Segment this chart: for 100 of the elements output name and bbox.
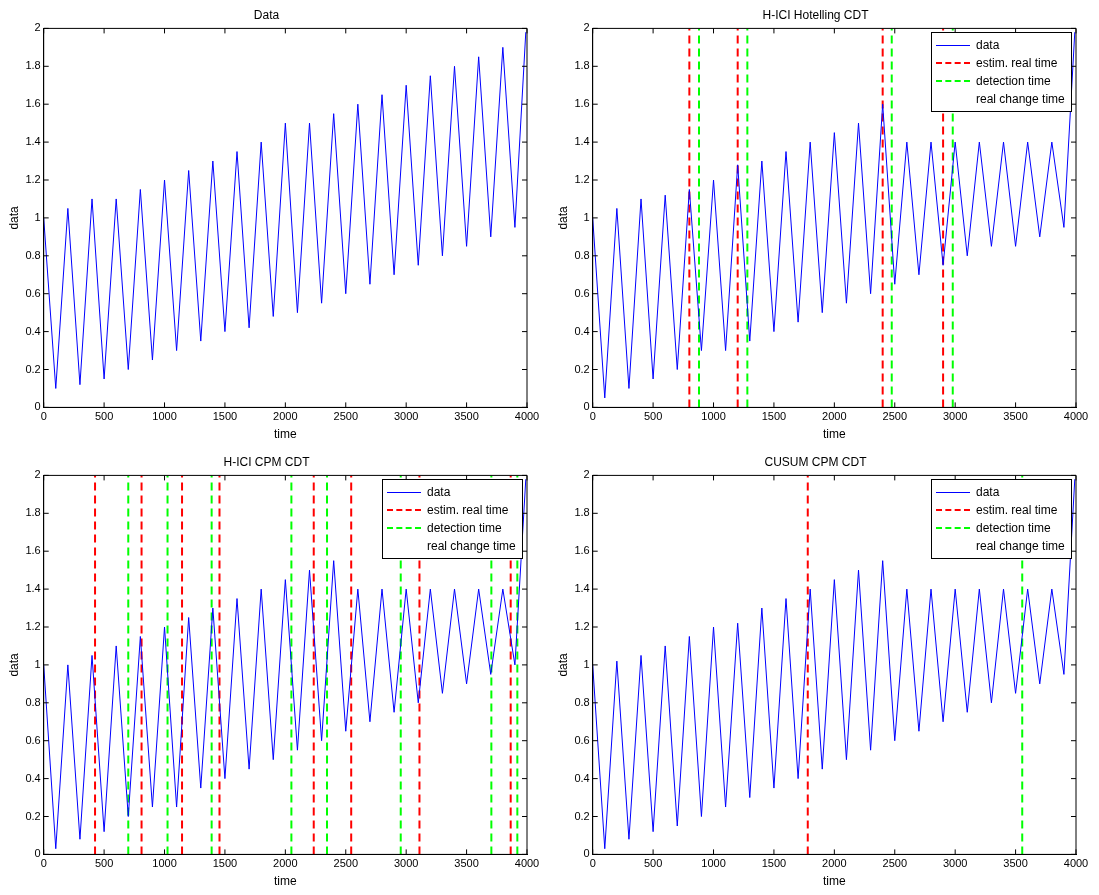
x-tick-label: 2000 — [273, 857, 298, 870]
x-tick-label: 3500 — [1003, 410, 1028, 423]
y-tick-label: 1.6 — [25, 544, 41, 557]
y-tick-label: 0.8 — [25, 248, 41, 261]
text: real change time — [976, 92, 1065, 107]
y-tick-label: 0.2 — [25, 362, 41, 375]
x-tick-label: 4000 — [1063, 410, 1089, 423]
y-tick-label: 0.8 — [574, 695, 590, 708]
x-tick-label: 2000 — [822, 857, 847, 870]
x-tick-label: 2000 — [822, 410, 847, 423]
legend-label: data — [976, 485, 1000, 500]
y-tick-label: 1.2 — [574, 173, 590, 186]
x-tick-label: 1500 — [761, 857, 787, 870]
x-tick-label: 500 — [94, 857, 114, 870]
y-tick-label: 2 — [583, 21, 590, 34]
y-tick-label: 0.8 — [574, 248, 590, 261]
legend-label: estim. real time — [427, 503, 509, 518]
y-tick-label: 0.2 — [25, 809, 41, 822]
x-tick-label: 1500 — [212, 410, 238, 423]
y-axis-title: data — [6, 205, 21, 230]
y-axis-title: data — [555, 205, 570, 230]
x-axis-title: time — [274, 427, 298, 442]
y-tick-label: 1.6 — [574, 544, 590, 557]
y-tick-label: 2 — [583, 468, 590, 481]
y-tick-label: 0 — [34, 400, 41, 413]
x-tick-label: 500 — [643, 857, 663, 870]
y-tick-label: 0 — [34, 847, 41, 860]
x-tick-label: 4000 — [1063, 857, 1089, 870]
x-tick-label: 4000 — [514, 857, 540, 870]
chart-title: H-ICI Hotelling CDT — [762, 7, 870, 22]
y-tick-label: 1.4 — [574, 582, 590, 595]
y-tick-label: 0.4 — [25, 324, 41, 337]
text: real change time — [976, 539, 1065, 554]
y-tick-label: 1.4 — [25, 135, 41, 148]
y-tick-label: 1.4 — [574, 135, 590, 148]
legend-label: data — [427, 485, 451, 500]
x-tick-label: 2500 — [882, 410, 907, 423]
x-tick-label: 3000 — [942, 857, 968, 870]
legend-label: detection time — [976, 521, 1051, 536]
x-tick-label: 3500 — [454, 410, 479, 423]
y-tick-label: 1 — [34, 657, 41, 670]
x-axis-title: time — [823, 427, 847, 442]
y-tick-label: 0.8 — [25, 695, 41, 708]
x-tick-label: 1000 — [701, 410, 726, 423]
chart-title: CUSUM CPM CDT — [764, 454, 868, 469]
legend-label: estim. real time — [976, 503, 1058, 518]
x-tick-label: 3000 — [942, 410, 968, 423]
y-tick-label: 1.8 — [25, 59, 41, 72]
y-tick-label: 0 — [583, 847, 590, 860]
y-tick-label: 1.2 — [25, 173, 41, 186]
y-tick-label: 1.8 — [574, 59, 590, 72]
x-axis-title: time — [823, 874, 847, 889]
x-tick-label: 3000 — [393, 857, 419, 870]
x-tick-label: 2500 — [882, 857, 907, 870]
y-tick-label: 1.6 — [25, 97, 41, 110]
y-tick-label: 1.4 — [25, 582, 41, 595]
y-tick-label: 1.2 — [574, 620, 590, 633]
x-tick-label: 2500 — [333, 410, 358, 423]
x-tick-label: 500 — [94, 410, 114, 423]
y-tick-label: 1.8 — [25, 506, 41, 519]
y-tick-label: 0 — [583, 400, 590, 413]
x-tick-label: 500 — [643, 410, 663, 423]
text: real change time — [427, 539, 516, 554]
y-axis-title: data — [555, 652, 570, 677]
y-tick-label: 0.4 — [25, 771, 41, 784]
chart-title: H-ICI CPM CDT — [223, 454, 311, 469]
y-tick-label: 1.6 — [574, 97, 590, 110]
x-tick-label: 1000 — [152, 857, 177, 870]
x-tick-label: 3500 — [1003, 857, 1028, 870]
y-tick-label: 0.6 — [574, 733, 590, 746]
legend-label: estim. real time — [976, 56, 1058, 71]
y-tick-label: 0.4 — [574, 324, 590, 337]
x-tick-label: 1500 — [212, 857, 238, 870]
y-tick-label: 0.6 — [25, 733, 41, 746]
y-tick-label: 0.6 — [574, 286, 590, 299]
y-tick-label: 0.2 — [574, 809, 590, 822]
x-tick-label: 1000 — [701, 857, 726, 870]
y-tick-label: 2 — [34, 468, 41, 481]
legend-label: data — [976, 38, 1000, 53]
legend-label: detection time — [427, 521, 502, 536]
y-tick-label: 1.8 — [574, 506, 590, 519]
y-tick-label: 2 — [34, 21, 41, 34]
x-tick-label: 1000 — [152, 410, 177, 423]
y-tick-label: 1.2 — [25, 620, 41, 633]
y-tick-label: 1 — [583, 657, 590, 670]
x-tick-label: 2000 — [273, 410, 298, 423]
x-tick-label: 3000 — [393, 410, 419, 423]
x-tick-label: 4000 — [514, 410, 540, 423]
y-tick-label: 0.4 — [574, 771, 590, 784]
x-tick-label: 3500 — [454, 857, 479, 870]
y-axis-title: data — [6, 652, 21, 677]
y-tick-label: 0.2 — [574, 362, 590, 375]
x-axis-title: time — [274, 874, 298, 889]
x-tick-label: 2500 — [333, 857, 358, 870]
y-tick-label: 0.6 — [25, 286, 41, 299]
chart-title: Data — [253, 7, 280, 22]
y-tick-label: 1 — [34, 210, 41, 223]
legend-label: detection time — [976, 74, 1051, 89]
x-tick-label: 1500 — [761, 410, 787, 423]
y-tick-label: 1 — [583, 210, 590, 223]
